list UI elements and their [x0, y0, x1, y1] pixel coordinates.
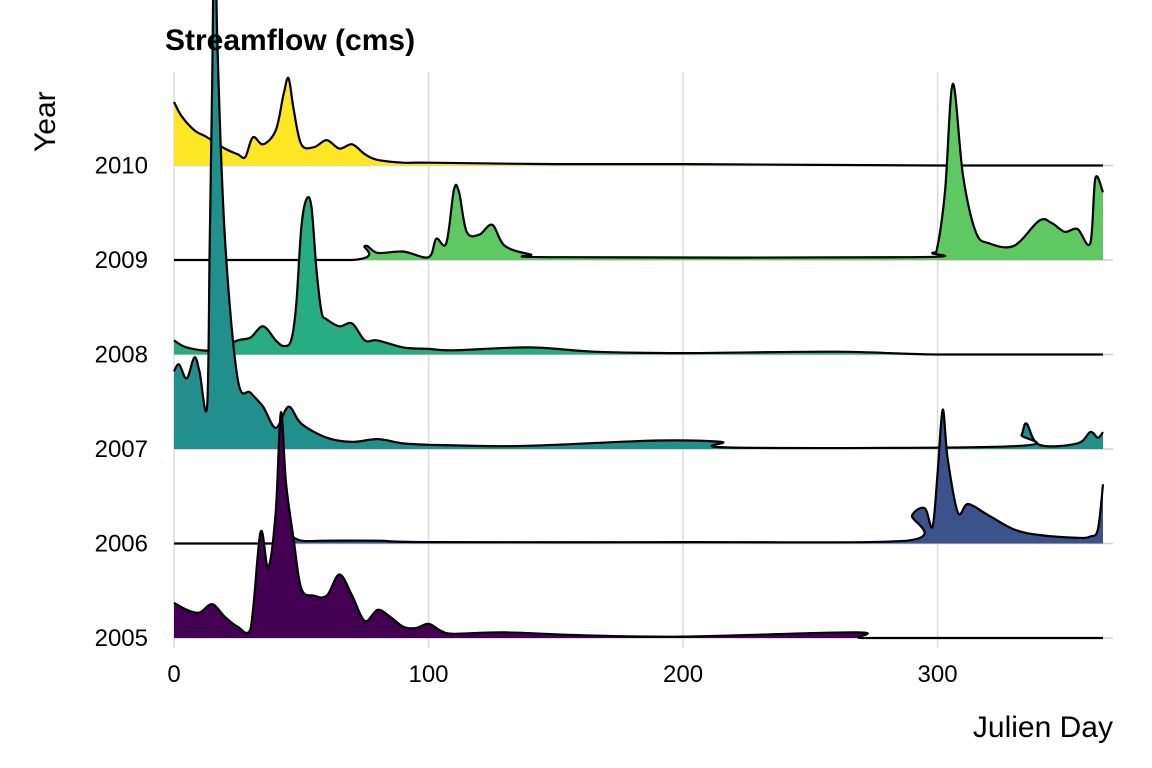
- ridge-area-2008: [174, 196, 1103, 355]
- y-axis-label: Year: [29, 91, 62, 152]
- x-tick-label: 100: [408, 661, 448, 688]
- y-tick-labels: 2005 2006 2007 2008 2009 2010: [95, 153, 148, 653]
- y-tick-label: 2006: [95, 531, 148, 558]
- x-tick-label: 200: [663, 661, 703, 688]
- gridlines: [173, 72, 939, 648]
- ridge-line-2009: [174, 82, 1105, 262]
- ridge-line-2005: [173, 411, 1103, 640]
- ridge-line-2008: [173, 195, 1103, 356]
- y-tick-label: 2005: [95, 625, 148, 652]
- y-tick-label: 2009: [95, 247, 148, 274]
- ridge-line-2006: [174, 408, 1105, 545]
- y-tick-label: 2008: [95, 342, 148, 369]
- ridge-line-2007: [173, 0, 1104, 450]
- ridges: [173, 0, 1105, 640]
- x-tick-labels: 0 100 200 300: [167, 661, 957, 688]
- ridge-line-2010: [173, 76, 1103, 167]
- y-tick-label: 2007: [95, 436, 148, 463]
- ridge-area-2005: [174, 412, 1103, 638]
- x-axis-label: Julien Day: [973, 711, 1113, 744]
- chart-title: Streamflow (cms): [165, 24, 415, 57]
- ridge-area-2006: [174, 409, 1103, 544]
- y-tick-label: 2010: [95, 153, 148, 180]
- x-tick-label: 0: [167, 661, 180, 688]
- ridge-area-2010: [174, 77, 1103, 166]
- x-tick-label: 300: [918, 661, 958, 688]
